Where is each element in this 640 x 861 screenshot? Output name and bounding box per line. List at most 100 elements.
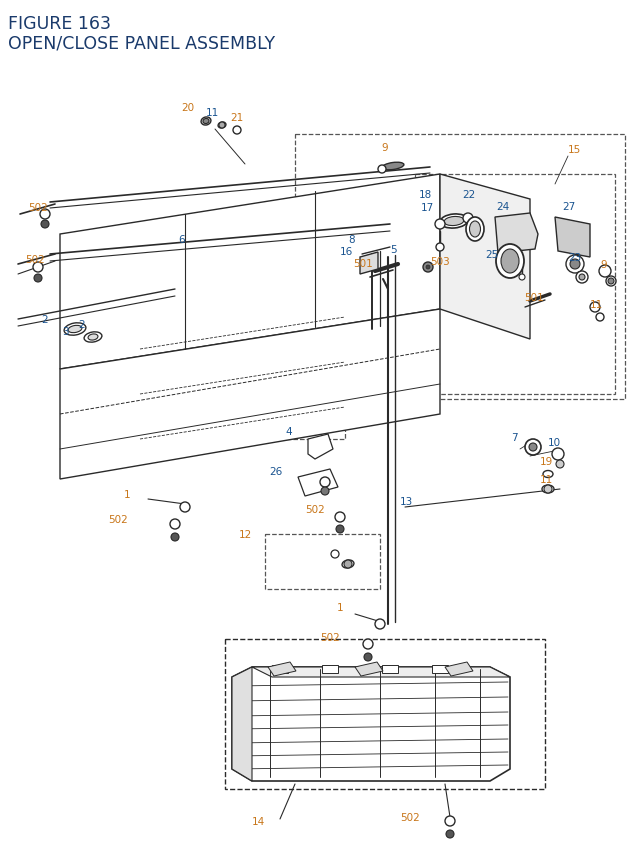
Text: 11: 11	[540, 474, 553, 485]
Circle shape	[596, 313, 604, 322]
Circle shape	[335, 512, 345, 523]
Circle shape	[336, 525, 344, 533]
Polygon shape	[322, 666, 338, 673]
Ellipse shape	[84, 332, 102, 343]
Polygon shape	[440, 175, 530, 339]
Circle shape	[579, 275, 585, 281]
Ellipse shape	[470, 222, 481, 238]
Text: 16: 16	[340, 247, 353, 257]
Circle shape	[344, 561, 352, 568]
Text: 25: 25	[484, 250, 498, 260]
Text: 501: 501	[353, 258, 373, 269]
Ellipse shape	[501, 250, 519, 274]
Circle shape	[435, 220, 445, 230]
Text: 20: 20	[181, 102, 194, 113]
Circle shape	[320, 478, 330, 487]
Text: 26: 26	[269, 467, 283, 476]
Polygon shape	[308, 435, 333, 460]
Polygon shape	[60, 175, 440, 369]
Circle shape	[321, 487, 329, 495]
Text: 502: 502	[28, 202, 48, 213]
Circle shape	[463, 214, 473, 224]
Text: 9: 9	[381, 143, 388, 152]
Circle shape	[576, 272, 588, 283]
Circle shape	[446, 830, 454, 838]
Text: 17: 17	[420, 202, 434, 213]
Circle shape	[375, 619, 385, 629]
Polygon shape	[272, 666, 288, 673]
Circle shape	[566, 256, 584, 274]
Ellipse shape	[466, 218, 484, 242]
Ellipse shape	[68, 326, 82, 333]
Circle shape	[599, 266, 611, 278]
Text: 1: 1	[337, 603, 343, 612]
Polygon shape	[432, 666, 448, 673]
Text: 502: 502	[305, 505, 325, 514]
Text: 503: 503	[430, 257, 450, 267]
Text: 21: 21	[230, 113, 243, 123]
Text: 14: 14	[252, 816, 265, 826]
Circle shape	[544, 486, 552, 493]
Text: 5: 5	[390, 245, 397, 255]
Circle shape	[180, 503, 190, 512]
Text: 1: 1	[124, 489, 130, 499]
Circle shape	[436, 244, 444, 251]
Ellipse shape	[342, 561, 354, 568]
Text: 502: 502	[400, 812, 420, 822]
Circle shape	[519, 275, 525, 281]
Text: 4: 4	[285, 426, 292, 437]
Circle shape	[331, 550, 339, 558]
Polygon shape	[252, 667, 510, 678]
Circle shape	[378, 166, 386, 174]
Text: 23: 23	[568, 253, 581, 263]
Text: FIGURE 163: FIGURE 163	[8, 15, 111, 33]
Circle shape	[233, 127, 241, 135]
Text: 2: 2	[78, 319, 84, 330]
Ellipse shape	[542, 486, 554, 493]
Text: 13: 13	[400, 497, 413, 506]
Text: 3: 3	[62, 326, 68, 337]
Polygon shape	[60, 310, 440, 480]
Circle shape	[41, 220, 49, 229]
Text: 502: 502	[108, 514, 128, 524]
Text: 9: 9	[600, 260, 607, 269]
Polygon shape	[298, 469, 338, 497]
Ellipse shape	[218, 123, 226, 129]
Ellipse shape	[201, 118, 211, 126]
Text: 502: 502	[320, 632, 340, 642]
Text: 2: 2	[42, 314, 48, 325]
Circle shape	[171, 533, 179, 542]
Circle shape	[40, 210, 50, 220]
Text: 11: 11	[590, 300, 604, 310]
Circle shape	[426, 266, 430, 269]
Text: 7: 7	[511, 432, 518, 443]
Ellipse shape	[444, 217, 464, 226]
Text: OPEN/CLOSE PANEL ASSEMBLY: OPEN/CLOSE PANEL ASSEMBLY	[8, 34, 275, 52]
Circle shape	[219, 123, 225, 129]
Text: 501: 501	[524, 293, 544, 303]
Text: 15: 15	[568, 145, 581, 155]
Circle shape	[570, 260, 580, 269]
Circle shape	[34, 275, 42, 282]
Ellipse shape	[203, 120, 209, 124]
Polygon shape	[232, 667, 252, 781]
Circle shape	[552, 449, 564, 461]
Ellipse shape	[382, 163, 404, 170]
Ellipse shape	[496, 245, 524, 279]
Polygon shape	[382, 666, 398, 673]
Circle shape	[608, 279, 614, 285]
Polygon shape	[360, 253, 378, 275]
Text: 6: 6	[178, 235, 184, 245]
Text: 10: 10	[548, 437, 561, 448]
Circle shape	[33, 263, 43, 273]
Polygon shape	[495, 214, 538, 254]
Circle shape	[423, 263, 433, 273]
Text: 12: 12	[239, 530, 252, 539]
Circle shape	[363, 639, 373, 649]
Ellipse shape	[64, 324, 86, 336]
Circle shape	[529, 443, 537, 451]
Ellipse shape	[543, 471, 553, 478]
Text: 24: 24	[496, 201, 509, 212]
Circle shape	[364, 653, 372, 661]
Polygon shape	[555, 218, 590, 257]
